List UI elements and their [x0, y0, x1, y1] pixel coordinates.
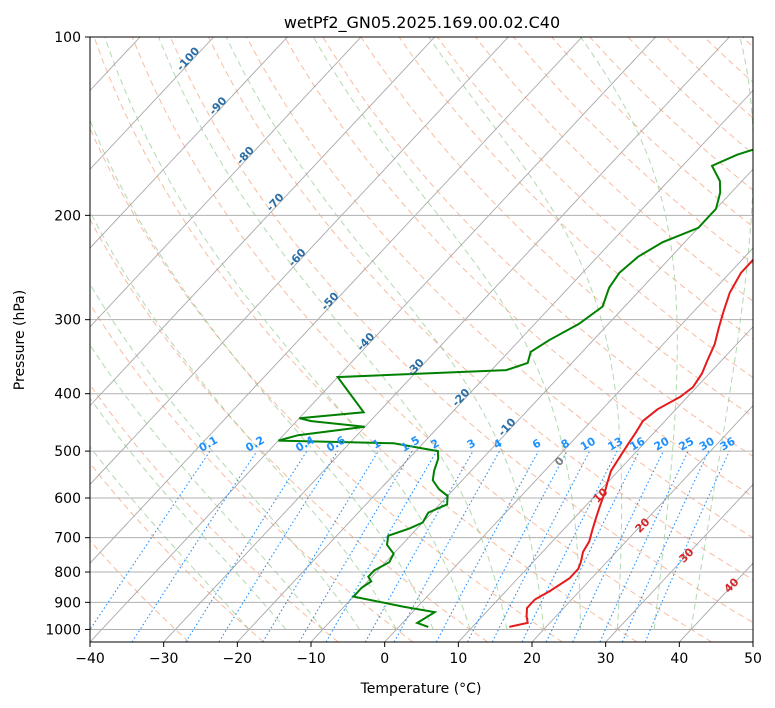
isotherms	[90, 37, 753, 642]
mixing-ratio-line	[364, 450, 474, 642]
isotherm-line	[90, 37, 583, 564]
y-tick-label: 100	[54, 30, 81, 46]
isotherm-line	[458, 326, 753, 642]
y-tick-label: 900	[54, 595, 81, 611]
mixing-ratio-line	[521, 450, 618, 642]
y-tick-label: 700	[54, 531, 81, 547]
x-tick-label: 20	[523, 651, 541, 667]
isotherm-line	[310, 168, 753, 642]
moist-adiabat-line	[225, 37, 545, 630]
pressure-gridlines	[90, 37, 753, 630]
dry-adiabat-line	[475, 37, 753, 302]
mixing-ratio-line	[491, 450, 591, 642]
isotherm-line	[90, 37, 288, 249]
mixing-ratio-line	[435, 450, 539, 642]
y-tick-label: 500	[54, 444, 81, 460]
x-tick-label: −40	[75, 651, 105, 667]
isotherm-line	[90, 37, 215, 170]
x-tick-label: 30	[597, 651, 615, 667]
x-tick-label: −30	[149, 651, 179, 667]
mixing-ratio-line	[262, 450, 379, 642]
isotherm-line	[237, 89, 753, 642]
isotherm-line	[384, 247, 753, 642]
dry-adiabat-line	[436, 37, 753, 340]
dry-adiabat-line	[93, 37, 638, 642]
mixing-ratio-line	[131, 450, 258, 642]
x-tick-label: 0	[380, 651, 389, 667]
isotherm-line	[90, 37, 436, 407]
x-tick-label: −10	[296, 651, 326, 667]
isotherm-line	[163, 37, 730, 642]
moist-adiabat-line	[90, 210, 397, 630]
sounding-series	[278, 148, 753, 628]
y-tick-label: 200	[54, 208, 81, 224]
mixing-ratio-line	[90, 450, 211, 631]
dry-adiabat-line	[246, 37, 753, 539]
x-tick-label: 40	[670, 651, 688, 667]
dry-adiabat-line	[207, 37, 753, 581]
moist-adiabat-line	[580, 37, 678, 630]
chart-title: wetPf2_GN05.2025.169.00.02.C40	[284, 13, 560, 33]
moist-adiabat-line	[158, 37, 508, 630]
y-axis: 100 200 300 400 500 600 700 800 900 1000	[45, 30, 90, 638]
dry-adiabat-line	[169, 37, 753, 624]
x-tick-label: −20	[223, 651, 253, 667]
dry-adiabat-line	[284, 37, 753, 498]
dry-adiabat-line	[90, 462, 264, 642]
mixing-ratio-line	[644, 450, 730, 642]
x-axis-title: Temperature (°C)	[360, 681, 482, 697]
dry-adiabat-line	[131, 37, 712, 642]
moist-adiabat-line	[90, 445, 250, 630]
mixing-ratio-line	[185, 450, 308, 642]
isotherm-line	[90, 37, 362, 328]
dry-adiabat-line	[90, 127, 563, 642]
y-tick-label: 400	[54, 387, 81, 403]
moist-adiabat-line	[90, 283, 360, 630]
x-tick-label: 50	[744, 651, 762, 667]
plot-frame	[89, 36, 754, 643]
dry-adiabat-line	[90, 218, 488, 642]
dewpoint-profile-line	[278, 148, 753, 628]
y-tick-label: 800	[54, 565, 81, 581]
isotherm-line	[531, 404, 753, 642]
x-tick-label: 10	[449, 651, 467, 667]
mixing-ratio-line	[621, 450, 710, 642]
y-tick-label: 1000	[45, 622, 81, 638]
moist-adiabat-line	[313, 37, 582, 630]
moist-adiabat-line	[90, 118, 434, 630]
dry-adiabat-line	[90, 539, 190, 642]
moist-adiabat-line	[90, 397, 287, 630]
moist-adiabat-line	[104, 37, 471, 630]
isotherm-line	[90, 37, 509, 486]
mixing-ratio-line	[393, 450, 501, 642]
moist-adiabat-line	[690, 37, 753, 630]
moist-adiabat-line	[428, 37, 623, 630]
y-tick-label: 300	[54, 313, 81, 329]
moist-adiabats	[90, 37, 753, 630]
mixing-ratio-lines	[90, 450, 730, 642]
y-axis-title: Pressure (hPa)	[12, 290, 28, 390]
moist-adiabat-line	[90, 344, 324, 630]
isotherm-line	[90, 37, 657, 642]
y-tick-label: 600	[54, 491, 81, 507]
isotherm-line	[605, 483, 753, 642]
x-axis: −40 −30 −20 −10 0 10 20 30 40 50	[75, 642, 762, 667]
temperature-profile-line	[509, 258, 753, 628]
